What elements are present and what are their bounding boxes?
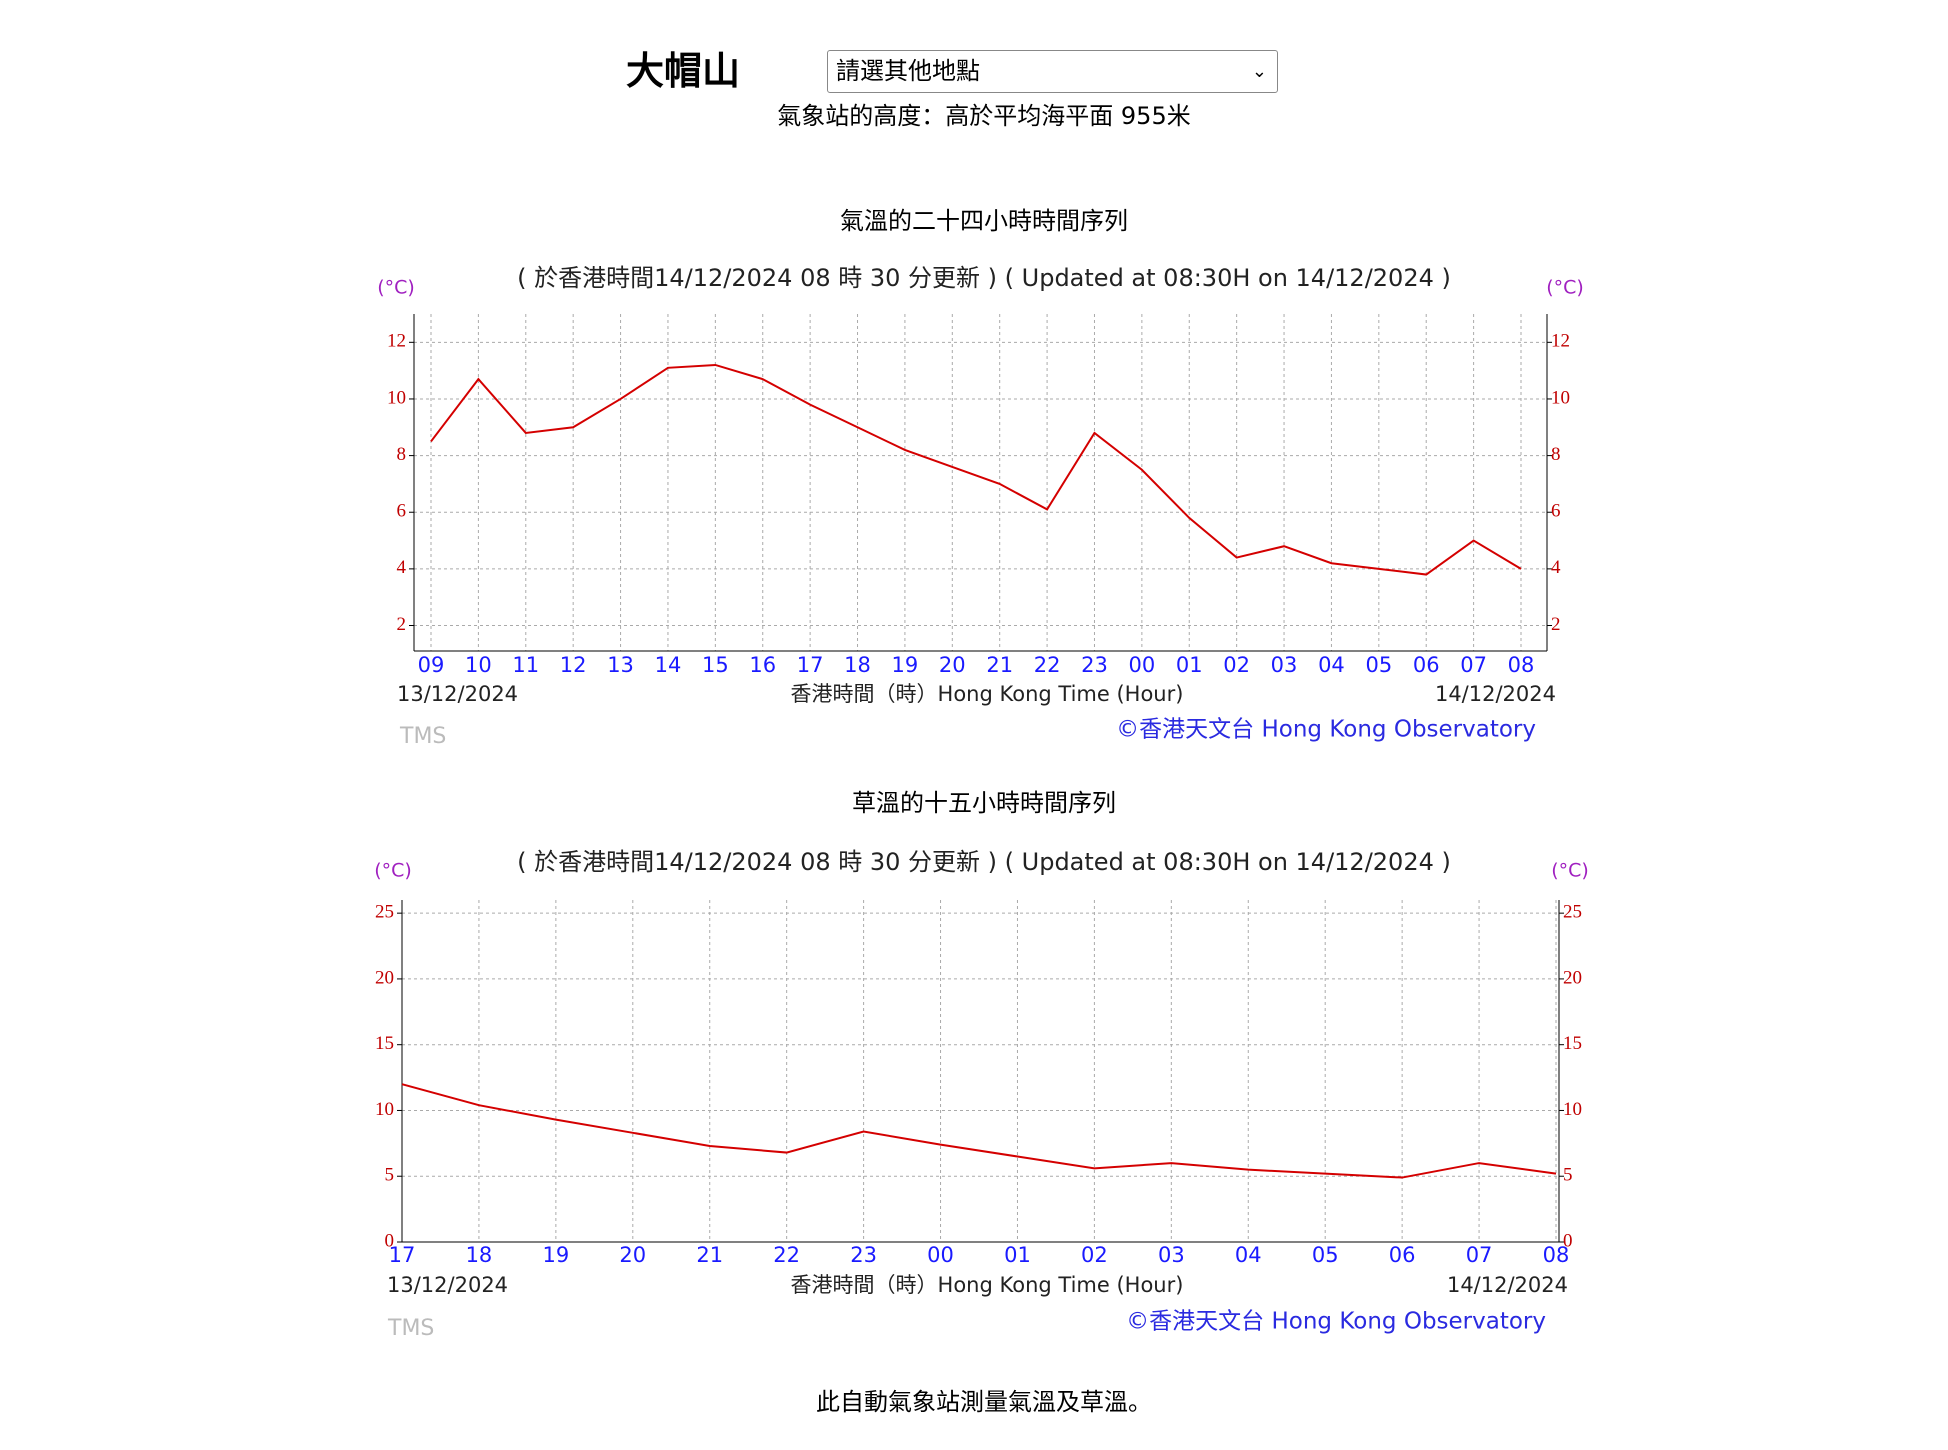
y-tick-label: 2 — [397, 614, 407, 635]
x-tick-label: 12 — [560, 653, 587, 677]
x-tick-label: 14 — [655, 653, 682, 677]
y-tick-label: 8 — [397, 444, 407, 465]
watermark: TMS — [387, 1316, 434, 1341]
x-tick-label: 18 — [844, 653, 871, 677]
y-tick-label: 15 — [1563, 1033, 1582, 1054]
y-tick-label: 4 — [397, 557, 407, 578]
x-tick-label: 18 — [466, 1243, 493, 1267]
x-axis-label: 香港時間（時）Hong Kong Time (Hour) — [791, 1273, 1184, 1297]
select-text: 請選其他地點 — [836, 57, 980, 85]
y-tick-label: 2 — [1551, 614, 1561, 635]
y-tick-label: 4 — [1551, 557, 1561, 578]
x-tick-label: 11 — [512, 653, 539, 677]
x-tick-label: 02 — [1081, 1243, 1108, 1267]
y-tick-label: 6 — [1551, 501, 1561, 522]
y-tick-label: 5 — [385, 1165, 395, 1186]
unit-label: (°C) — [1546, 277, 1584, 299]
x-tick-label: 22 — [773, 1243, 800, 1267]
y-tick-label: 10 — [375, 1099, 394, 1120]
unit-label: (°C) — [1551, 860, 1589, 882]
x-axis-label: 香港時間（時）Hong Kong Time (Hour) — [791, 682, 1184, 706]
location-select[interactable]: 請選其他地點 ⌄ — [827, 50, 1278, 93]
chart-title: 草溫的十五小時時間序列 — [852, 789, 1116, 817]
x-tick-label: 21 — [986, 653, 1013, 677]
chart-subtitle: ( 於香港時間14/12/2024 08 時 30 分更新 ) ( Update… — [517, 848, 1451, 876]
x-tick-label: 04 — [1318, 653, 1345, 677]
credit: ©香港天文台 Hong Kong Observatory — [1116, 717, 1536, 743]
y-tick-label: 15 — [375, 1033, 394, 1054]
y-tick-label: 10 — [1551, 387, 1570, 408]
unit-label: (°C) — [374, 860, 412, 882]
x-tick-label: 08 — [1543, 1243, 1570, 1267]
y-tick-label: 10 — [1563, 1099, 1582, 1120]
x-tick-label: 10 — [465, 653, 492, 677]
watermark: TMS — [399, 724, 446, 749]
chart-title: 氣溫的二十四小時時間序列 — [840, 207, 1128, 235]
x-tick-label: 06 — [1413, 653, 1440, 677]
x-tick-label: 07 — [1466, 1243, 1493, 1267]
y-tick-label: 20 — [1563, 967, 1582, 988]
x-tick-label: 20 — [619, 1243, 646, 1267]
x-tick-label: 01 — [1176, 653, 1203, 677]
x-tick-label: 05 — [1312, 1243, 1339, 1267]
unit-label: (°C) — [377, 277, 415, 299]
y-tick-label: 25 — [1563, 902, 1582, 923]
x-tick-label: 17 — [389, 1243, 416, 1267]
x-tick-label: 15 — [702, 653, 729, 677]
date-start: 13/12/2024 — [397, 682, 518, 706]
temperature-line — [430, 363, 1522, 576]
y-tick-label: 5 — [1563, 1165, 1573, 1186]
x-tick-label: 23 — [850, 1243, 877, 1267]
chart-subtitle: ( 於香港時間14/12/2024 08 時 30 分更新 ) ( Update… — [517, 264, 1451, 292]
date-end: 14/12/2024 — [1435, 682, 1556, 706]
x-tick-label: 04 — [1235, 1243, 1262, 1267]
x-tick-label: 13 — [607, 653, 634, 677]
y-tick-label: 12 — [387, 331, 406, 352]
date-start: 13/12/2024 — [387, 1273, 508, 1297]
x-tick-label: 00 — [927, 1243, 954, 1267]
y-tick-label: 0 — [1563, 1230, 1573, 1251]
x-tick-label: 16 — [749, 653, 776, 677]
x-tick-label: 17 — [797, 653, 824, 677]
x-tick-label: 01 — [1004, 1243, 1031, 1267]
x-tick-label: 19 — [542, 1243, 569, 1267]
x-tick-label: 03 — [1271, 653, 1298, 677]
x-tick-label: 05 — [1365, 653, 1392, 677]
station-name: 大帽山 — [626, 49, 741, 93]
y-tick-label: 25 — [375, 902, 394, 923]
dropdown-arrow: ⌄ — [1251, 61, 1267, 82]
x-tick-label: 09 — [418, 653, 445, 677]
x-tick-label: 22 — [1034, 653, 1061, 677]
charts: 氣溫的二十四小時時間序列 ( 於香港時間14/12/2024 08 時 30 分更… — [374, 207, 1589, 1341]
y-tick-label: 20 — [375, 967, 394, 988]
x-tick-label: 23 — [1081, 653, 1108, 677]
y-tick-label: 8 — [1551, 444, 1561, 465]
x-tick-label: 02 — [1223, 653, 1250, 677]
y-tick-label: 6 — [397, 501, 407, 522]
credit: ©香港天文台 Hong Kong Observatory — [1126, 1309, 1546, 1335]
x-tick-label: 19 — [892, 653, 919, 677]
altitude: 氣象站的高度：高於平均海平面 955米 — [777, 102, 1191, 130]
footer-note: 此自動氣象站測量氣溫及草溫。 — [816, 1388, 1152, 1416]
x-tick-label: 03 — [1158, 1243, 1185, 1267]
x-tick-label: 06 — [1389, 1243, 1416, 1267]
y-tick-label: 12 — [1551, 331, 1570, 352]
x-tick-label: 00 — [1129, 653, 1156, 677]
date-end: 14/12/2024 — [1447, 1273, 1568, 1297]
x-tick-label: 21 — [696, 1243, 723, 1267]
x-tick-label: 20 — [939, 653, 966, 677]
y-tick-label: 0 — [385, 1230, 395, 1251]
temperature-line — [401, 1083, 1557, 1179]
x-tick-label: 07 — [1460, 653, 1487, 677]
y-tick-label: 10 — [387, 387, 406, 408]
x-tick-label: 08 — [1508, 653, 1535, 677]
